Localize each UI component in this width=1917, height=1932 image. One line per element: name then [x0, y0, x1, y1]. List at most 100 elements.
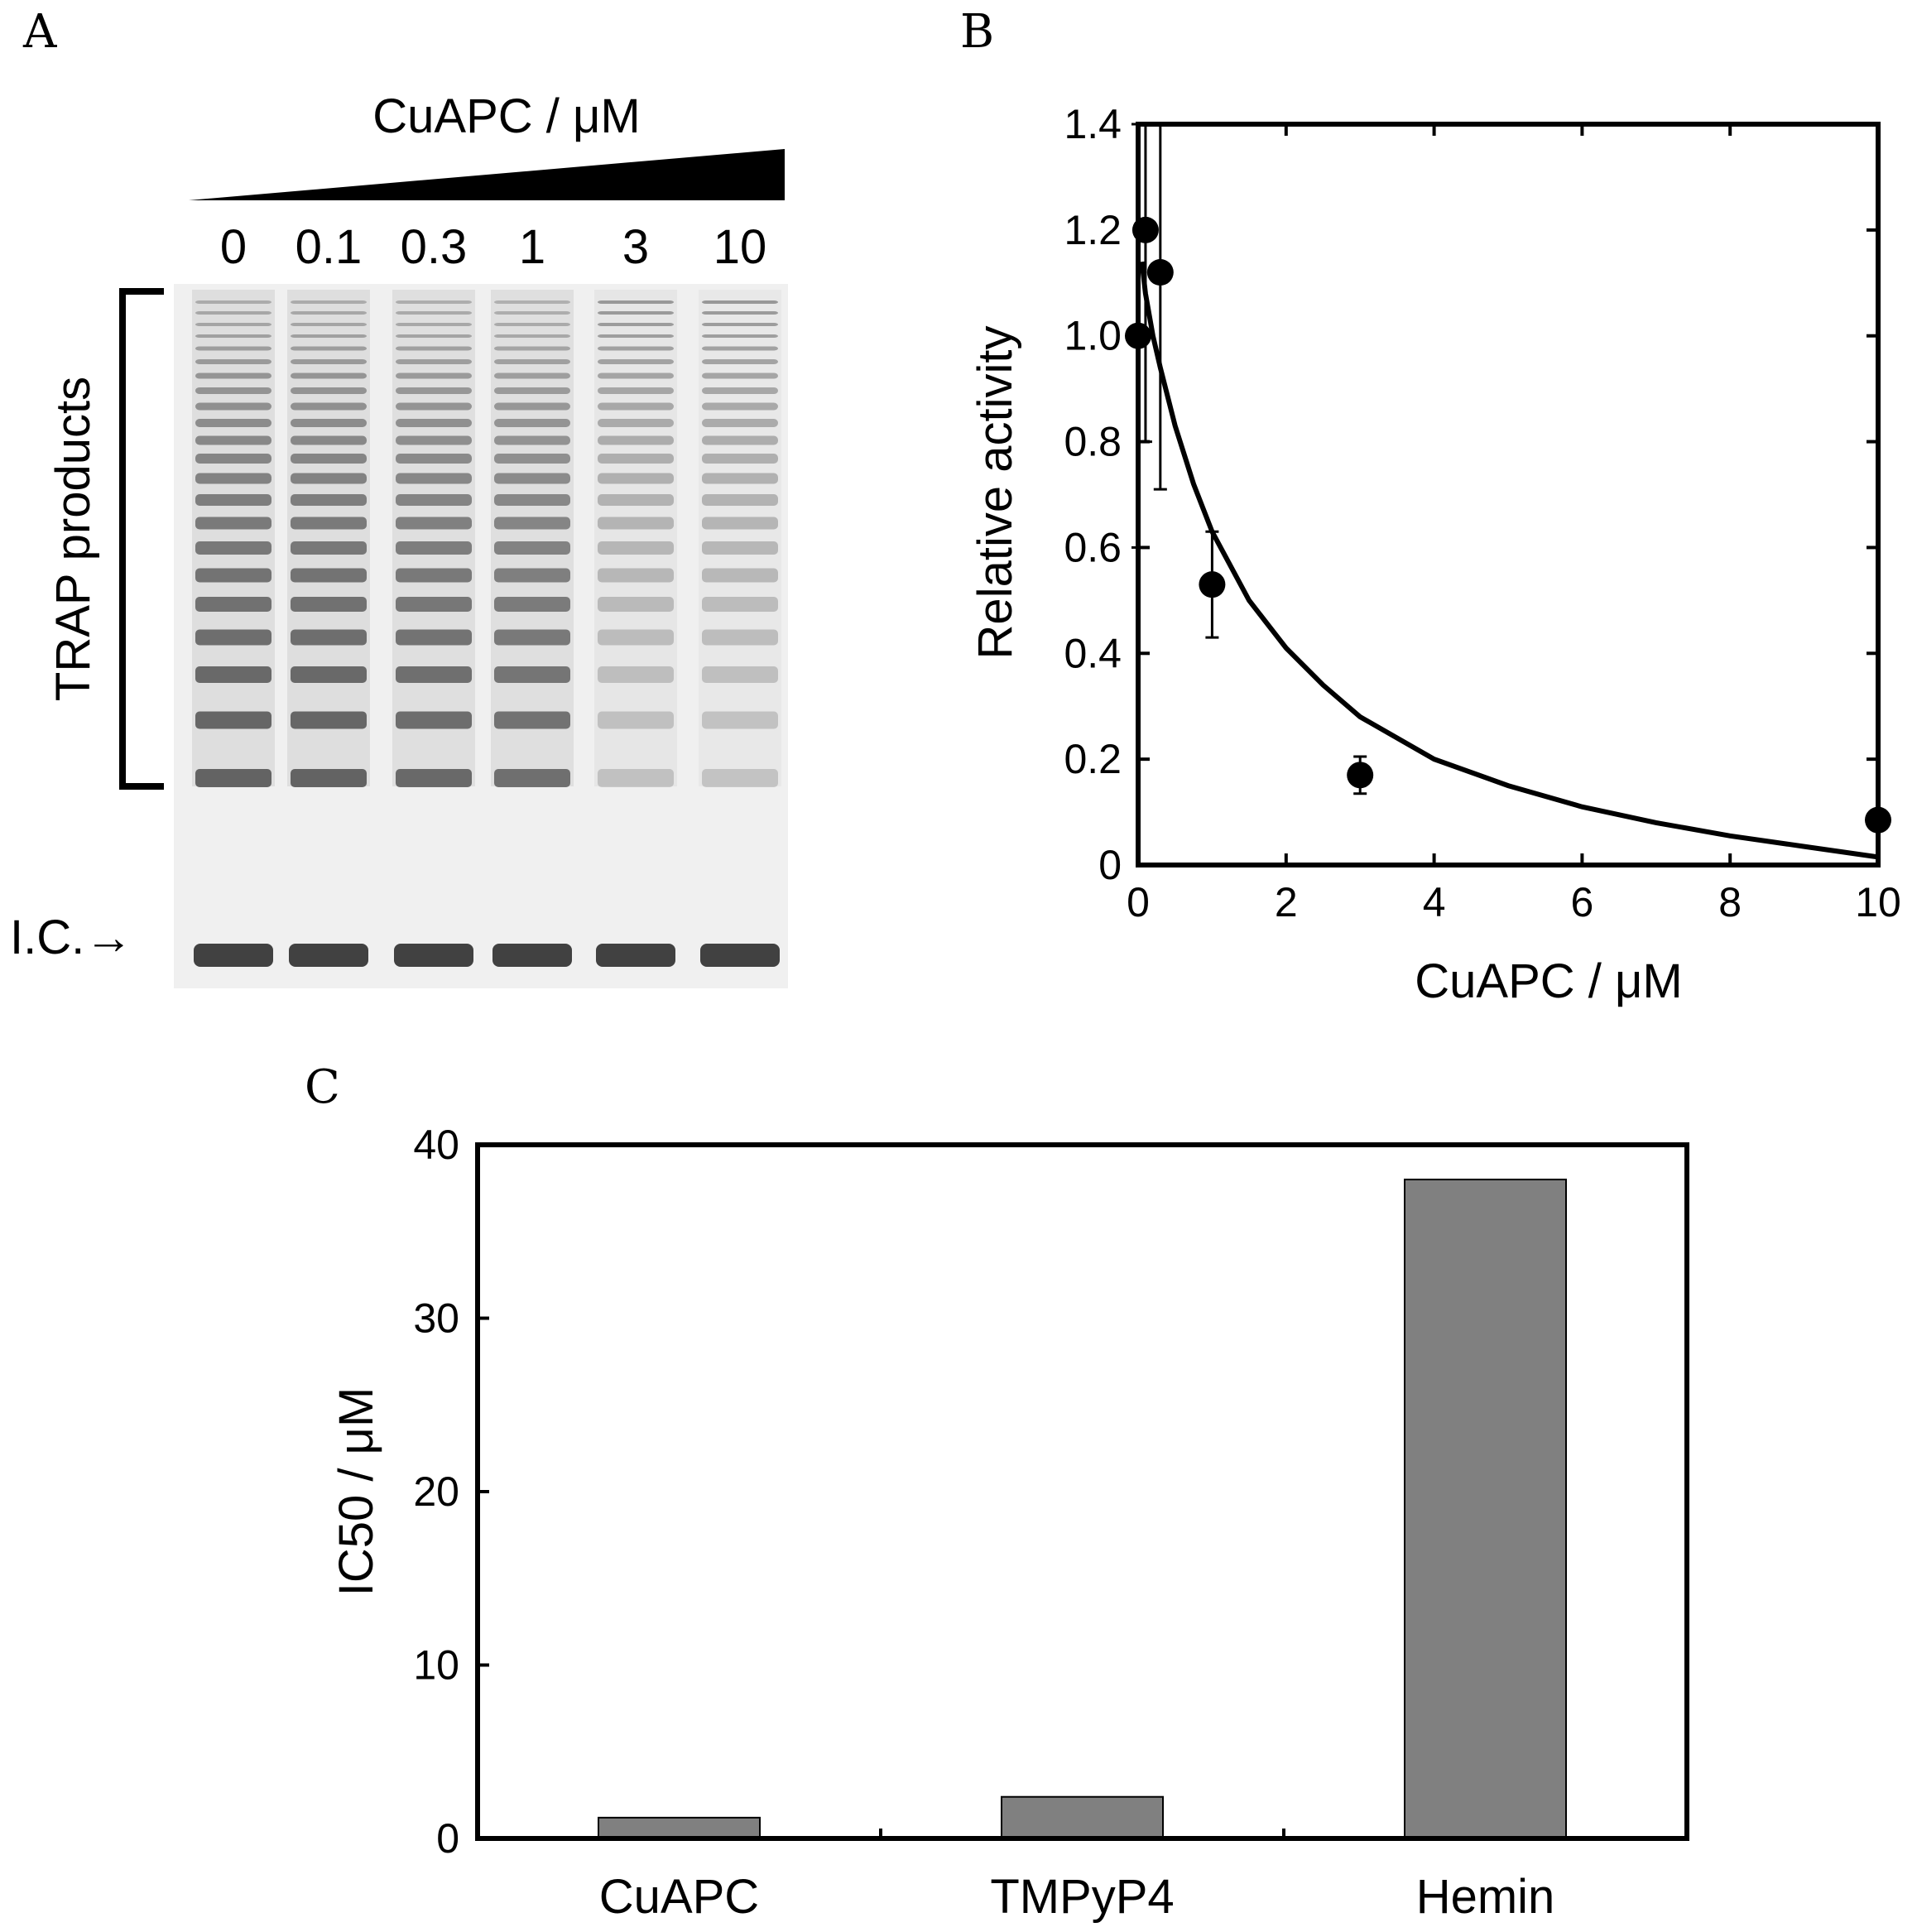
- panel-c-tick-labels: 0 10 20 30 40: [413, 1122, 459, 1862]
- gel-band: [291, 473, 367, 484]
- y-tick-label: 0: [436, 1815, 459, 1862]
- gel-band: [494, 346, 570, 351]
- gel-band: [291, 334, 367, 338]
- gel-band: [702, 419, 778, 427]
- gel-band: [195, 311, 271, 315]
- gel-bands: [192, 290, 781, 967]
- gel-band: [494, 666, 570, 683]
- internal-control-band: [700, 944, 780, 967]
- lane-label: 1: [519, 220, 545, 274]
- y-tick-label: 20: [413, 1468, 459, 1515]
- category-label: Hemin: [1416, 1870, 1555, 1924]
- gel-band: [598, 517, 674, 530]
- gel-band: [598, 402, 674, 411]
- gel-band: [494, 402, 570, 411]
- panel-c-bars: [598, 1178, 1567, 1840]
- bar: [1001, 1795, 1164, 1839]
- panel-b-tick-labels: 0 2 4 6 8 10 0 0.2 0.4 0.6 0.8 1.0 1.2 1.4: [1064, 101, 1900, 925]
- gel-band: [195, 387, 271, 394]
- gel-band: [598, 769, 674, 787]
- gel-band: [396, 454, 472, 464]
- gel-band: [195, 419, 271, 427]
- gel-band: [396, 334, 472, 338]
- gel-band: [702, 541, 778, 555]
- concentration-gradient-wedge: [189, 149, 785, 200]
- gel-band: [291, 629, 367, 646]
- gel-band: [396, 311, 472, 315]
- gel-band: [195, 473, 271, 484]
- panel-c-chart: C 0 10 20 30 40 IC50 / μM CuAPC TMPyP4 Hemin: [305, 1060, 1689, 1924]
- gel-band: [598, 387, 674, 394]
- gel-band: [396, 629, 472, 646]
- panel-a-gel: A CuAPC / μM 0 0.1 0.3 1 3 10 TRAP produ…: [10, 5, 788, 988]
- gel-band: [702, 359, 778, 364]
- gel-band: [702, 597, 778, 612]
- gel-band: [195, 517, 271, 530]
- gel-band: [702, 300, 778, 304]
- lane-label: 0: [220, 220, 247, 274]
- gel-band: [195, 372, 271, 379]
- gel-band: [396, 402, 472, 411]
- gel-band: [702, 568, 778, 583]
- internal-control-band: [194, 944, 273, 967]
- gel-band: [598, 541, 674, 555]
- gel-band: [195, 435, 271, 445]
- gel-band: [598, 419, 674, 427]
- x-tick-label: 0: [1127, 879, 1150, 925]
- gel-band: [396, 769, 472, 787]
- gel-band: [702, 435, 778, 445]
- gel-band: [598, 473, 674, 484]
- gel-band: [494, 541, 570, 555]
- gel-band: [494, 473, 570, 484]
- gel-band: [195, 568, 271, 583]
- data-point: [1347, 762, 1374, 789]
- gel-band: [702, 402, 778, 411]
- x-tick-label: 4: [1423, 879, 1446, 925]
- y-tick-label: 1.4: [1064, 101, 1122, 147]
- gel-band: [291, 711, 367, 729]
- gel-band: [598, 711, 674, 729]
- gel-band: [396, 568, 472, 583]
- gel-band: [494, 517, 570, 530]
- gel-band: [291, 419, 367, 427]
- gel-band: [195, 629, 271, 646]
- internal-control-band: [596, 944, 675, 967]
- gel-band: [291, 454, 367, 464]
- gel-band: [291, 435, 367, 445]
- gel-gradient-label: CuAPC / μM: [372, 89, 640, 143]
- gel-band: [494, 387, 570, 394]
- gel-band: [291, 387, 367, 394]
- category-label: CuAPC: [599, 1870, 759, 1924]
- panel-b-letter: B: [960, 5, 994, 59]
- gel-band: [291, 597, 367, 612]
- gel-band: [396, 300, 472, 304]
- data-point: [1199, 571, 1226, 598]
- panel-c-category-labels: CuAPC TMPyP4 Hemin: [599, 1870, 1555, 1924]
- gel-band: [396, 359, 472, 364]
- gel-band: [494, 597, 570, 612]
- gel-band: [195, 666, 271, 683]
- gel-band: [598, 311, 674, 315]
- gel-band: [396, 597, 472, 612]
- gel-band: [494, 435, 570, 445]
- gel-band: [702, 629, 778, 646]
- gel-band: [598, 629, 674, 646]
- gel-band: [598, 334, 674, 338]
- gel-lane-smear: [594, 290, 677, 786]
- panel-b-plot-frame: [1136, 122, 1881, 867]
- gel-band: [702, 311, 778, 315]
- gel-band: [396, 517, 472, 530]
- gel-band: [195, 711, 271, 729]
- gel-band: [396, 541, 472, 555]
- gel-band: [291, 666, 367, 683]
- gel-band: [494, 629, 570, 646]
- gel-band: [702, 769, 778, 787]
- gel-band: [702, 473, 778, 484]
- gel-band: [396, 346, 472, 351]
- gel-band: [396, 473, 472, 484]
- x-tick-label: 6: [1570, 879, 1593, 925]
- y-tick-label: 0.4: [1064, 630, 1122, 676]
- x-tick-label: 2: [1275, 879, 1298, 925]
- gel-band: [291, 359, 367, 364]
- y-tick-label: 30: [413, 1295, 459, 1342]
